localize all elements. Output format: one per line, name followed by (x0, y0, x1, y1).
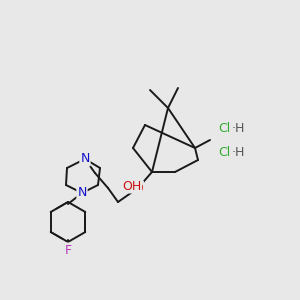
Text: ·H: ·H (232, 122, 245, 134)
Text: Cl: Cl (218, 122, 230, 134)
Text: OH: OH (122, 179, 141, 193)
Text: ·H: ·H (232, 146, 245, 160)
Text: N: N (77, 187, 87, 200)
Text: N: N (80, 152, 90, 166)
Text: F: F (64, 244, 72, 256)
Text: O: O (133, 182, 143, 194)
Text: Cl: Cl (218, 146, 230, 160)
